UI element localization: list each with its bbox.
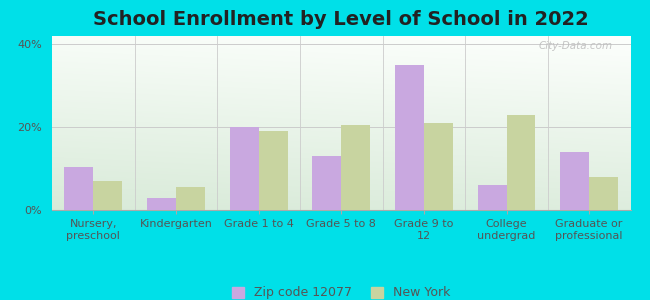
Bar	[560, 152, 589, 210]
Bar	[589, 177, 618, 210]
Bar	[176, 187, 205, 210]
Bar	[312, 156, 341, 210]
Text: City-Data.com: City-Data.com	[539, 41, 613, 51]
Legend: Zip code 12077, New York: Zip code 12077, New York	[231, 286, 451, 299]
Bar	[506, 115, 536, 210]
Bar	[395, 65, 424, 210]
Bar	[424, 123, 453, 210]
Bar	[478, 185, 506, 210]
Bar	[94, 181, 122, 210]
Bar	[341, 125, 370, 210]
Bar	[259, 131, 287, 210]
Title: School Enrollment by Level of School in 2022: School Enrollment by Level of School in …	[94, 10, 589, 29]
Bar	[64, 167, 94, 210]
Bar	[229, 127, 259, 210]
Bar	[147, 198, 176, 210]
